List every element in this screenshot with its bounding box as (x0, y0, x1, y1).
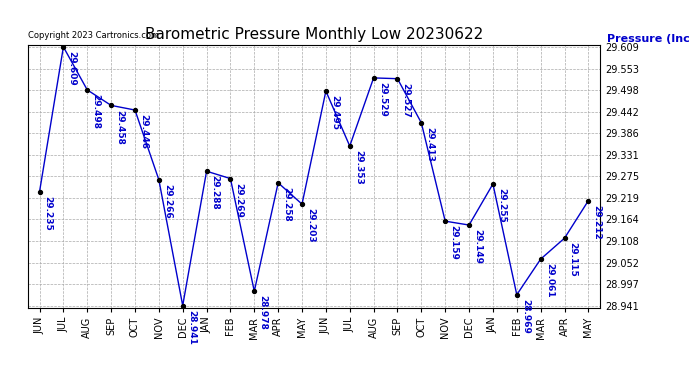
Title: Barometric Pressure Monthly Low 20230622: Barometric Pressure Monthly Low 20230622 (145, 27, 483, 42)
Text: 29.353: 29.353 (354, 150, 363, 185)
Text: 29.413: 29.413 (426, 127, 435, 162)
Text: 29.159: 29.159 (449, 225, 458, 260)
Text: 29.235: 29.235 (43, 196, 52, 231)
Text: 29.269: 29.269 (235, 183, 244, 218)
Text: 29.458: 29.458 (115, 110, 124, 144)
Point (416, 120, 427, 126)
Point (34, 189, 45, 195)
Point (511, 292, 522, 298)
Text: 29.212: 29.212 (593, 205, 602, 240)
Text: 29.061: 29.061 (545, 263, 554, 298)
Point (535, 256, 546, 262)
Point (273, 180, 284, 186)
Text: 29.203: 29.203 (306, 208, 315, 243)
Point (487, 181, 498, 187)
Text: 29.609: 29.609 (68, 51, 77, 86)
Point (201, 168, 212, 174)
Text: 28.969: 28.969 (521, 299, 530, 334)
Point (559, 235, 570, 241)
Point (320, 88, 331, 94)
Point (81, 87, 92, 93)
Point (392, 76, 403, 82)
Point (106, 102, 117, 108)
Text: 29.288: 29.288 (210, 176, 219, 210)
Point (130, 107, 141, 113)
Text: 28.941: 28.941 (187, 310, 196, 345)
Text: 29.115: 29.115 (569, 242, 578, 277)
Text: 29.255: 29.255 (497, 188, 506, 223)
Text: 29.266: 29.266 (163, 184, 172, 219)
Text: Pressure (Inches/Hg): Pressure (Inches/Hg) (607, 34, 690, 44)
Point (225, 176, 236, 181)
Text: 29.149: 29.149 (473, 229, 482, 264)
Text: Copyright 2023 Cartronics.com: Copyright 2023 Cartronics.com (28, 31, 159, 40)
Text: 29.498: 29.498 (91, 94, 101, 129)
Point (153, 177, 164, 183)
Point (583, 198, 594, 204)
Text: 29.495: 29.495 (330, 95, 339, 130)
Point (177, 303, 188, 309)
Point (440, 218, 451, 224)
Text: 29.527: 29.527 (402, 83, 411, 118)
Point (249, 288, 260, 294)
Point (464, 222, 475, 228)
Text: 29.446: 29.446 (139, 114, 148, 149)
Point (344, 143, 355, 149)
Text: 28.978: 28.978 (259, 296, 268, 330)
Point (368, 75, 379, 81)
Point (58, 44, 69, 50)
Text: 29.258: 29.258 (282, 187, 291, 222)
Point (297, 201, 308, 207)
Text: 29.529: 29.529 (377, 82, 387, 117)
